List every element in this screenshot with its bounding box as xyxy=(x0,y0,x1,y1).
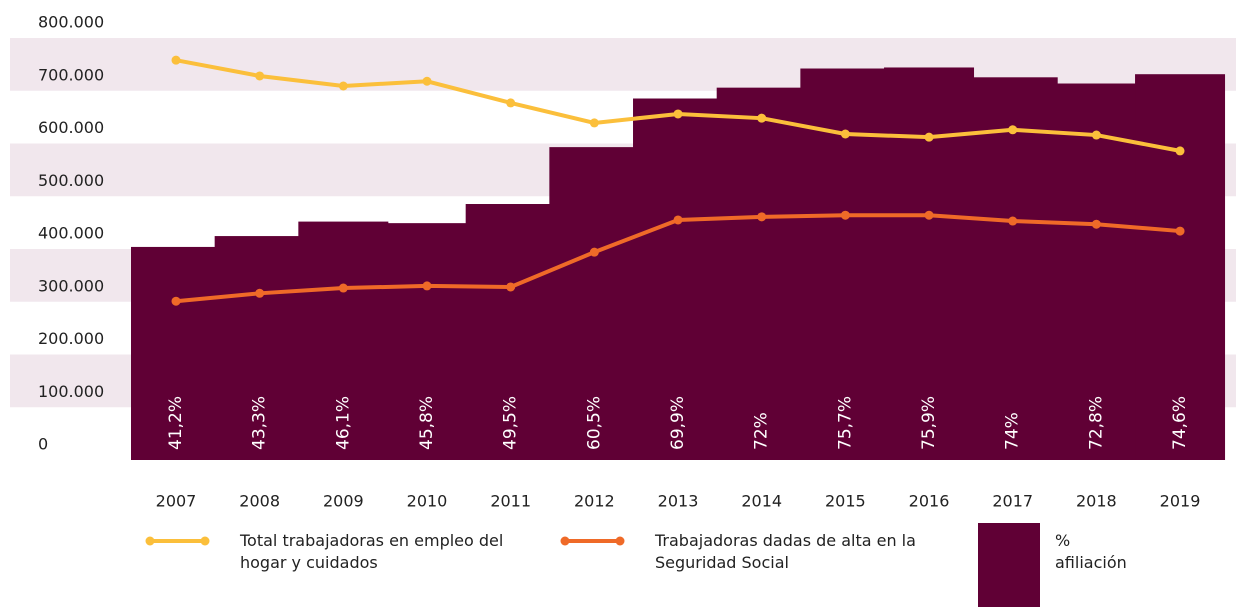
bar xyxy=(716,87,807,460)
line-point xyxy=(840,129,850,139)
line-point xyxy=(757,113,767,123)
legend-label: % afiliación xyxy=(1055,531,1127,572)
x-tick-label: 2012 xyxy=(574,492,615,511)
x-tick-label: 2007 xyxy=(156,492,197,511)
bar-value-label: 60,5% xyxy=(584,396,604,450)
x-tick-label: 2018 xyxy=(1076,492,1117,511)
y-tick-label: 800.000 xyxy=(38,13,104,32)
y-tick-label: 600.000 xyxy=(38,118,104,137)
line-point xyxy=(422,281,432,291)
x-tick-label: 2011 xyxy=(490,492,531,511)
bar xyxy=(298,221,389,460)
line-point xyxy=(338,283,348,293)
line-point xyxy=(589,247,599,257)
legend-dot xyxy=(560,536,570,546)
y-tick-label: 700.000 xyxy=(38,65,104,84)
line-point xyxy=(924,132,934,142)
bar xyxy=(382,223,473,460)
x-tick-label: 2015 xyxy=(825,492,866,511)
y-tick-label: 100.000 xyxy=(38,382,104,401)
line-point xyxy=(673,215,683,225)
line-point xyxy=(1008,216,1018,226)
line-point xyxy=(757,212,767,222)
line-point xyxy=(1091,130,1101,140)
line-point xyxy=(673,109,683,119)
line-point xyxy=(338,81,348,91)
legend-label: Total trabajadoras en empleo del hogar y… xyxy=(240,531,504,572)
line-point xyxy=(422,76,432,86)
legend-label: Trabajadoras dadas de alta en la Segurid… xyxy=(655,531,916,572)
bar-value-label: 49,5% xyxy=(501,396,521,450)
bar-value-label: 45,8% xyxy=(417,396,437,450)
line-point xyxy=(589,118,599,128)
line-point xyxy=(1008,125,1018,135)
x-tick-label: 2017 xyxy=(992,492,1033,511)
bar-value-label: 72% xyxy=(752,412,772,450)
y-tick-label: 500.000 xyxy=(38,171,104,190)
x-tick-label: 2009 xyxy=(323,492,364,511)
bar-value-label: 43,3% xyxy=(250,396,270,450)
bar-value-label: 41,2% xyxy=(166,396,186,450)
bar-value-label: 74,6% xyxy=(1170,396,1190,450)
bar xyxy=(214,236,305,460)
bar xyxy=(967,77,1058,460)
line-point xyxy=(1175,146,1185,156)
line-point xyxy=(506,98,516,108)
y-tick-label: 0 xyxy=(38,435,48,454)
x-tick-label: 2014 xyxy=(741,492,782,511)
x-tick-label: 2016 xyxy=(909,492,950,511)
bar xyxy=(549,147,640,460)
bar xyxy=(633,98,724,460)
bar-value-label: 72,8% xyxy=(1086,396,1106,450)
bar xyxy=(465,204,556,460)
y-tick-label: 200.000 xyxy=(38,329,104,348)
bar-value-label: 75,9% xyxy=(919,396,939,450)
x-tick-label: 2008 xyxy=(239,492,280,511)
line-point xyxy=(1091,219,1101,229)
line-point xyxy=(840,210,850,220)
y-tick-label: 400.000 xyxy=(38,224,104,243)
legend-dot xyxy=(200,536,210,546)
bar-value-label: 75,7% xyxy=(835,396,855,450)
legend-dot xyxy=(145,536,155,546)
bar-value-label: 69,9% xyxy=(668,396,688,450)
line-point xyxy=(924,210,934,220)
line-point xyxy=(255,71,265,81)
bar xyxy=(1051,83,1142,461)
bar xyxy=(1135,74,1226,460)
legend-dot xyxy=(615,536,625,546)
x-tick-label: 2013 xyxy=(658,492,699,511)
bar xyxy=(131,246,221,460)
x-tick-label: 2010 xyxy=(407,492,448,511)
line-point xyxy=(506,282,516,292)
bar-value-label: 74% xyxy=(1003,412,1023,450)
x-tick-label: 2019 xyxy=(1160,492,1201,511)
line-point xyxy=(171,296,181,306)
line-point xyxy=(1175,226,1185,236)
bar-value-label: 46,1% xyxy=(333,396,353,450)
y-tick-label: 300.000 xyxy=(38,276,104,295)
line-point xyxy=(255,288,265,298)
legend-swatch xyxy=(978,523,1040,607)
line-point xyxy=(171,55,181,65)
